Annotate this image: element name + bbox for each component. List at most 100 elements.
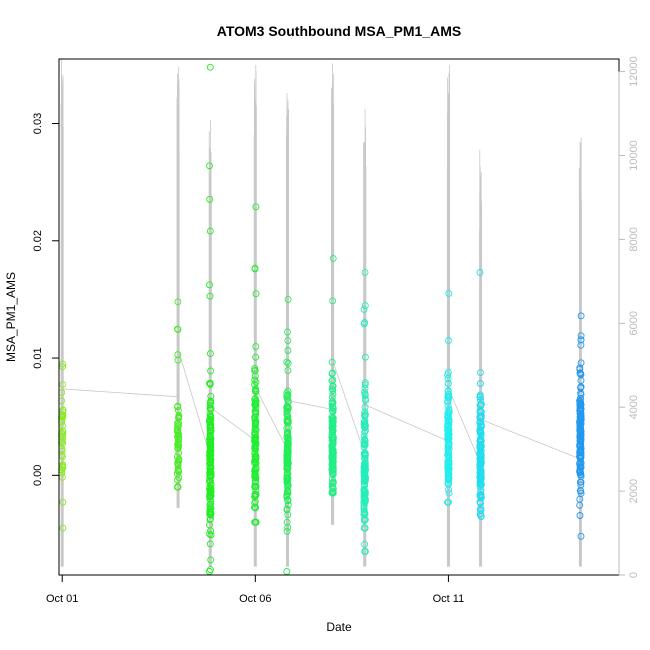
data-point	[445, 337, 453, 344]
data-point	[207, 428, 215, 435]
data-point	[329, 407, 337, 415]
secondary-spikes-5	[331, 63, 335, 525]
data-point	[284, 417, 292, 425]
data-point	[329, 485, 337, 493]
data-point	[283, 492, 291, 500]
data-point	[576, 415, 584, 423]
series-connector-2	[178, 352, 210, 454]
data-point	[477, 454, 485, 462]
y-axis-label: MSA_PM1_AMS	[4, 272, 18, 362]
data-point	[206, 404, 214, 412]
data-point	[284, 396, 292, 404]
data-point	[206, 433, 214, 441]
data-point	[284, 480, 291, 488]
data-point	[576, 369, 584, 377]
data-point	[360, 515, 368, 523]
data-point	[252, 474, 259, 481]
data-point	[252, 421, 259, 428]
data-point	[206, 380, 214, 388]
data-point	[59, 360, 67, 368]
data-point	[329, 382, 337, 390]
data-point	[576, 468, 584, 476]
data-point	[360, 490, 368, 498]
data-point	[329, 471, 337, 479]
secondary-spikes-4	[286, 93, 289, 567]
data-point	[174, 461, 182, 469]
data-point	[444, 430, 452, 438]
data-point	[577, 312, 585, 320]
data-point	[328, 358, 336, 366]
data-point	[251, 438, 259, 446]
y2-tick-label: 8000	[628, 227, 640, 251]
data-point	[444, 420, 452, 428]
data-point	[284, 359, 292, 367]
data-point	[251, 437, 259, 445]
data-point	[174, 423, 182, 431]
x-tick-label: Oct 01	[46, 593, 78, 605]
data-point	[251, 429, 259, 437]
data-point	[284, 337, 292, 345]
data-point	[59, 524, 67, 532]
x-tick-label: Oct 11	[433, 593, 465, 605]
series-connector-3	[210, 407, 255, 441]
data-point	[477, 412, 485, 420]
data-point	[59, 430, 67, 438]
data-point	[207, 511, 215, 519]
data-point	[361, 353, 369, 361]
data-point	[476, 396, 484, 404]
data-point	[207, 515, 214, 523]
data-point	[175, 457, 183, 465]
data-point	[284, 523, 292, 531]
data-point	[477, 494, 485, 502]
data-point	[175, 434, 183, 442]
data-point	[360, 467, 368, 475]
data-point	[577, 383, 585, 391]
data-point	[577, 532, 585, 540]
data-point	[477, 369, 484, 377]
data-point	[476, 380, 484, 387]
y-tick-label: 0.00	[32, 465, 44, 486]
series-connector-1	[63, 388, 178, 398]
data-point	[576, 512, 584, 519]
y2-tick-label: 10000	[628, 140, 640, 171]
y2-tick-label: 0	[628, 572, 640, 578]
data-point	[252, 518, 260, 526]
data-point	[444, 387, 452, 395]
data-point	[444, 380, 452, 387]
data-point	[361, 381, 369, 389]
data-point	[361, 478, 369, 486]
data-point	[174, 326, 182, 333]
data-point	[477, 512, 485, 520]
data-point	[477, 452, 485, 460]
data-point	[361, 388, 368, 396]
data-point	[207, 463, 215, 471]
data-point	[445, 290, 453, 297]
data-point	[206, 227, 214, 235]
data-point	[174, 476, 181, 484]
data-point	[207, 416, 215, 424]
data-point	[361, 491, 369, 498]
data-point	[207, 556, 215, 564]
data-point	[361, 408, 369, 416]
data-point	[328, 407, 336, 415]
data-point	[284, 387, 292, 395]
data-point	[251, 367, 259, 374]
data-point	[59, 498, 67, 506]
data-point	[477, 432, 485, 439]
data-point	[206, 510, 214, 518]
series-connector-7	[365, 404, 448, 442]
series-connector-6	[333, 363, 365, 452]
data-point	[577, 433, 585, 441]
x-axis-label: Date	[326, 620, 352, 634]
data-point	[251, 470, 259, 478]
data-point	[577, 400, 585, 408]
data-point	[361, 463, 369, 471]
data-point	[361, 452, 369, 460]
series-connector-5	[288, 400, 332, 410]
data-point	[283, 477, 291, 484]
data-point	[576, 453, 584, 461]
data-point	[360, 305, 368, 313]
data-point	[577, 459, 585, 467]
x-axis: Oct 01 Oct 06 Oct 11	[46, 574, 465, 605]
data-point	[361, 508, 368, 516]
